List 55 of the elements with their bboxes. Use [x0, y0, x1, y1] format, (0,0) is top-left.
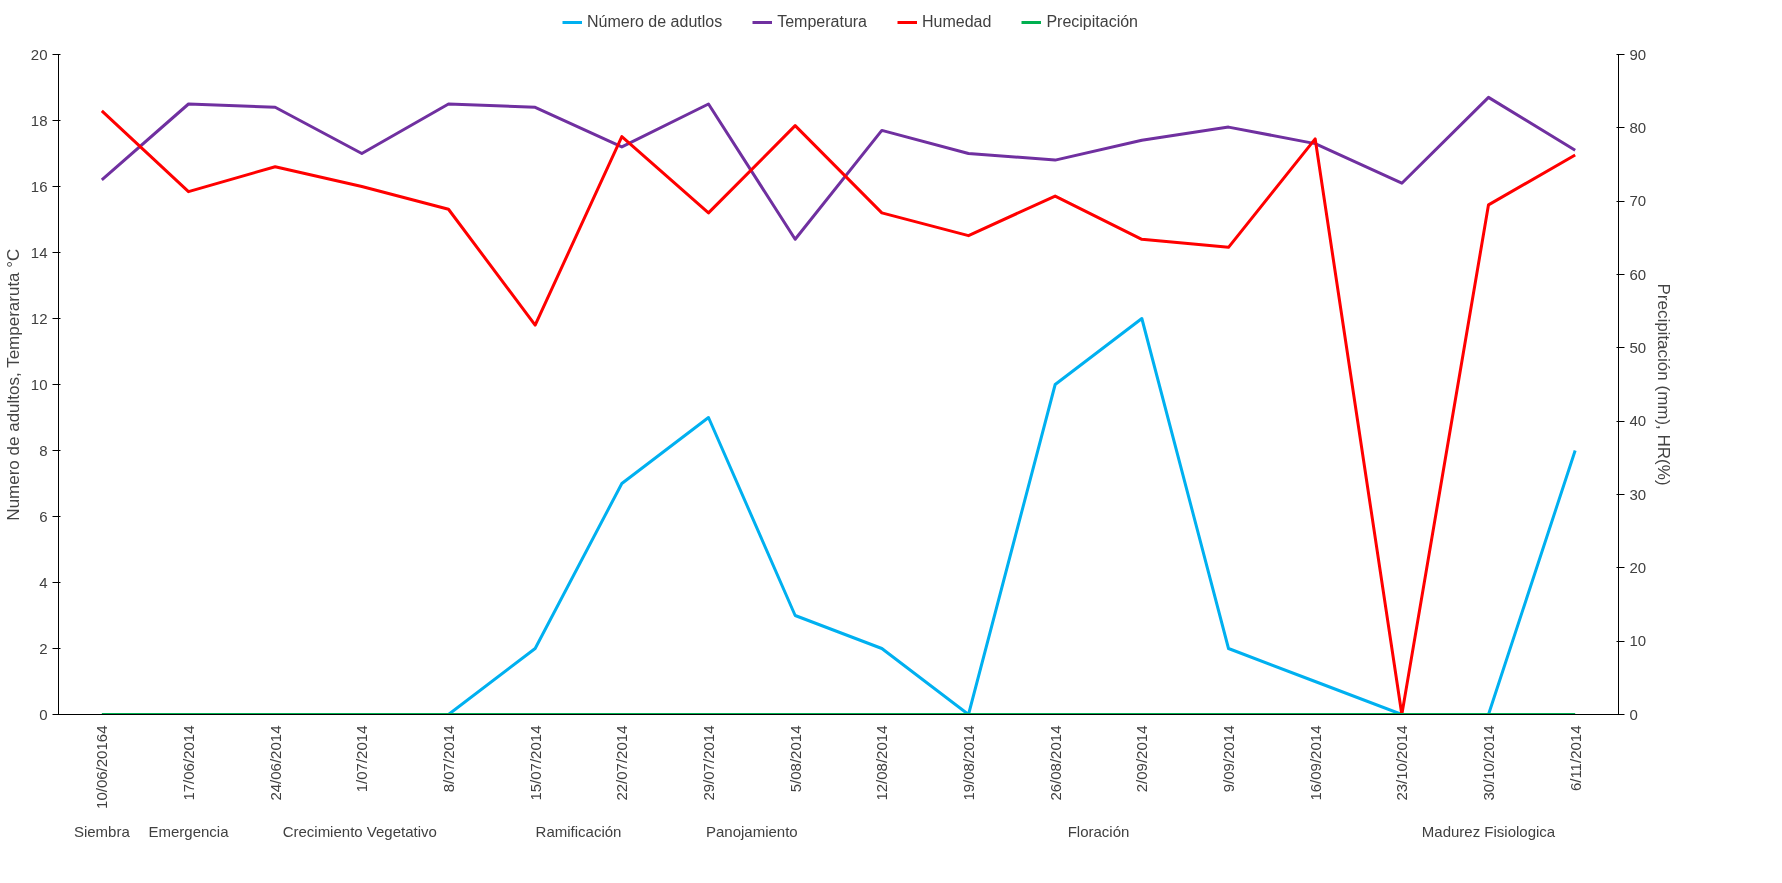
text: Crecimiento Vegetativo	[282, 822, 437, 840]
x-tick-label: 29/07/2014	[700, 725, 717, 801]
y-axis-title: Numero de adultos, Temperaruta °C	[3, 248, 23, 521]
line-series	[447, 317, 1577, 715]
y-tick-label: 8	[39, 441, 48, 459]
x-tick-label: 5/08/2014	[786, 725, 804, 793]
x-tick-label: 12/08/2014	[873, 725, 891, 801]
y-tick-label: 18	[30, 111, 48, 129]
y2-axis-title: Precipitación (mm), HR(%)	[1654, 283, 1674, 486]
text: Panojamiento	[705, 822, 798, 840]
y-tick-label: 10	[30, 375, 48, 393]
x-tick-label: 22/07/2014	[613, 725, 631, 801]
y-tick-label: 20	[30, 45, 48, 63]
text: Siembra	[73, 822, 131, 840]
y-tick-label: 4	[39, 573, 48, 591]
y-tick-label: 12	[30, 309, 48, 327]
y-tick-label: 16	[30, 177, 48, 195]
line-series	[100, 109, 1577, 715]
y-tick-label: 6	[39, 507, 48, 525]
y2-tick-label: 20	[1629, 558, 1647, 576]
y2-tick-label: 90	[1629, 45, 1647, 63]
y2-tick-label: 10	[1629, 632, 1647, 650]
legend-label: Humedad	[922, 13, 992, 31]
text: Ramificación	[535, 822, 622, 840]
y-tick-label: 0	[39, 705, 48, 723]
x-tick-label: 8/07/2014	[440, 725, 457, 793]
x-tick-label: 23/10/2014	[1393, 725, 1411, 801]
x-tick-label: 26/08/2014	[1046, 725, 1064, 801]
y2-tick-label: 50	[1629, 338, 1647, 356]
line-series	[100, 95, 1577, 241]
y2-tick-label: 70	[1629, 192, 1647, 210]
y2-tick-label: 40	[1629, 412, 1647, 430]
x-tick-label: 16/09/2014	[1306, 725, 1324, 801]
x-tick-label: 30/10/2014	[1480, 725, 1497, 801]
x-tick-label: 1/07/2014	[353, 725, 371, 793]
legend-label: Número de adutlos	[587, 13, 723, 31]
x-tick-label: 6/11/2014	[1566, 725, 1584, 792]
text: Floración	[1067, 822, 1130, 840]
y2-tick-label: 0	[1629, 705, 1638, 723]
legend-label: Temperatura	[777, 13, 868, 31]
x-tick-label: 2/09/2014	[1133, 725, 1151, 793]
x-tick-label: 10/06/20164	[93, 725, 111, 809]
text: Emergencia	[148, 822, 230, 840]
y2-tick-label: 80	[1629, 118, 1647, 136]
y2-tick-label: 30	[1629, 485, 1647, 503]
y-tick-label: 2	[39, 639, 48, 657]
legend-label: Precipitación	[1046, 13, 1138, 31]
x-tick-label: 17/06/2014	[180, 725, 197, 801]
x-tick-label: 24/06/2014	[266, 725, 284, 801]
y2-tick-label: 60	[1629, 265, 1647, 283]
x-tick-label: 15/07/2014	[526, 725, 544, 801]
y-tick-label: 14	[30, 243, 48, 261]
x-tick-label: 9/09/2014	[1220, 725, 1237, 793]
text: Madurez Fisiologica	[1421, 822, 1556, 840]
x-tick-label: 19/08/2014	[960, 725, 977, 801]
